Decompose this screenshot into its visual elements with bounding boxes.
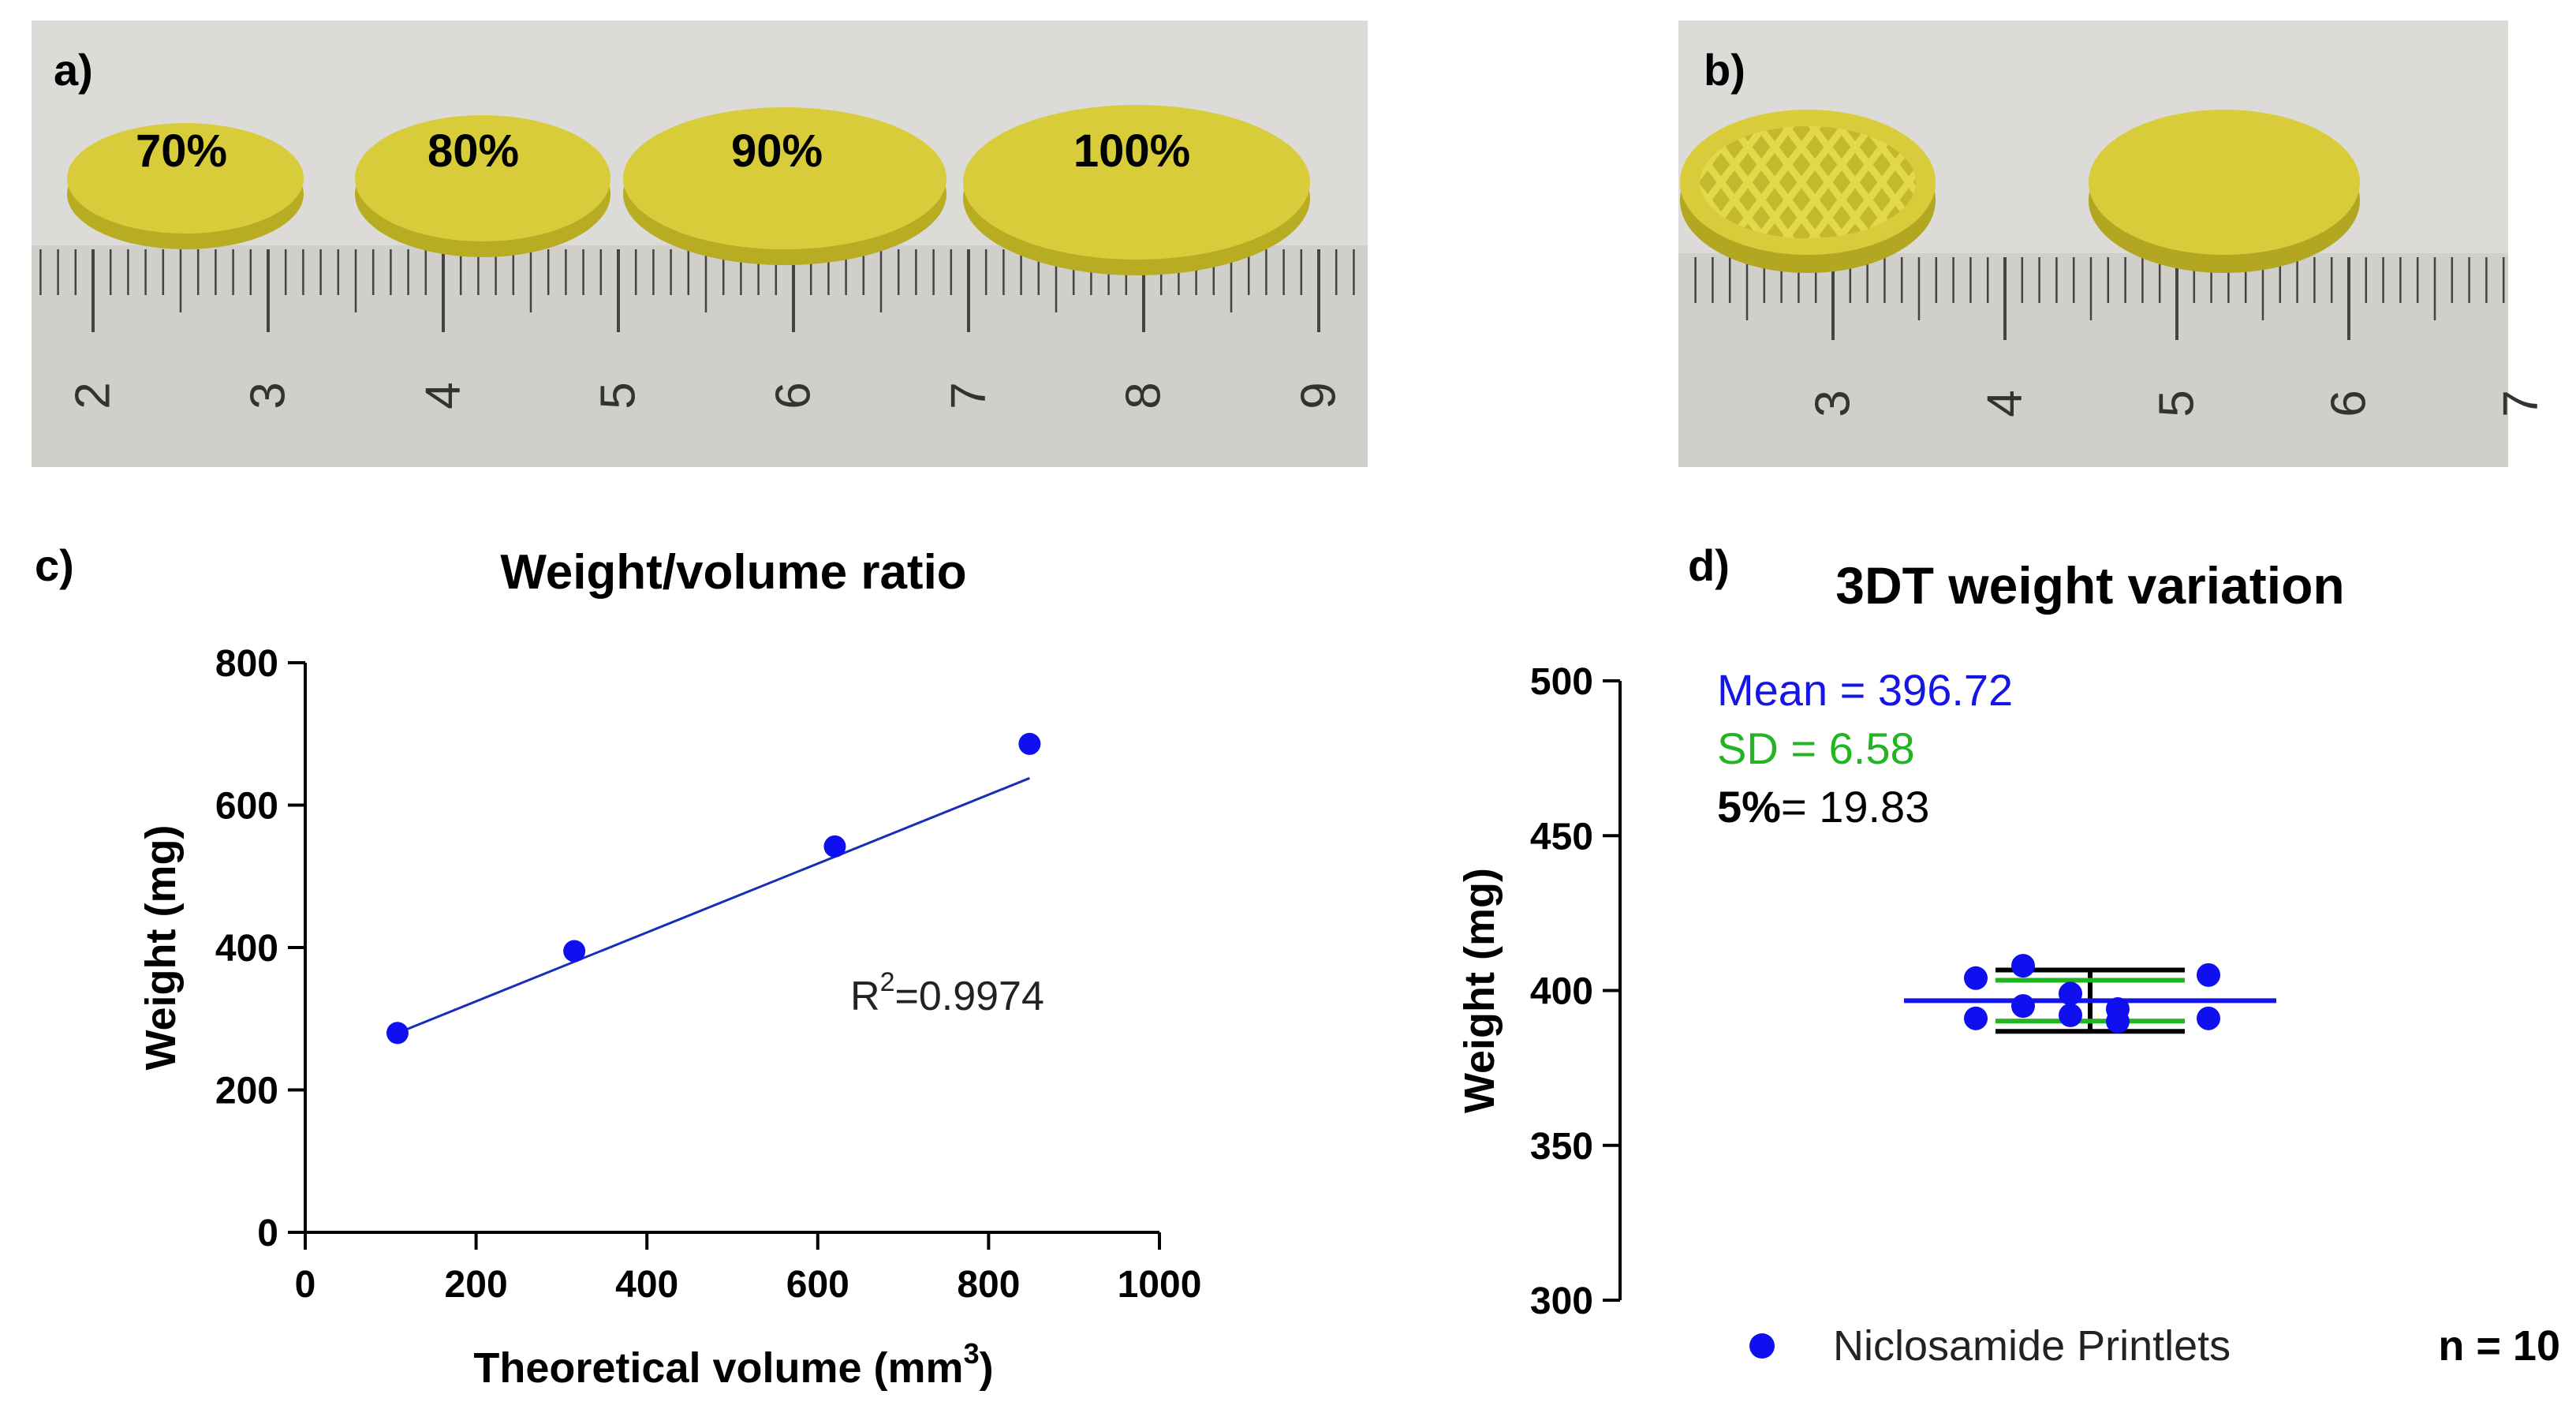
legend-marker [1749, 1333, 1775, 1359]
x-tick-label: 200 [445, 1264, 508, 1306]
ruler-number: 3 [241, 382, 296, 409]
x-axis-label: Theoretical volume (mm3) [473, 1337, 993, 1392]
tablet-percent-label: 80% [427, 125, 520, 177]
five-percent-label: 5%= 19.83 [1717, 782, 1929, 832]
data-point [1964, 1006, 1988, 1030]
y-tick-label: 0 [257, 1213, 278, 1254]
legend-label: Niclosamide Printlets [1833, 1322, 2231, 1370]
data-point [2011, 994, 2035, 1019]
x-tick-label: 400 [615, 1264, 678, 1306]
panel-label-c: c) [35, 540, 74, 590]
tablet-percent-label: 70% [135, 125, 228, 177]
y-axis-label: Weight (mg) [1456, 868, 1503, 1113]
y-axis-label: Weight (mg) [137, 825, 185, 1071]
tablet-photo-b [1678, 21, 2508, 467]
chart-title: 3DT weight variation [1835, 556, 2344, 615]
y-tick-label: 500 [1530, 661, 1593, 703]
data-point [1018, 732, 1041, 755]
r-squared-annotation: R2=0.9974 [850, 967, 1044, 1019]
solid-tablet [2089, 110, 2360, 273]
panel-label-b: b) [1704, 45, 1745, 95]
x-tick-label: 0 [295, 1264, 316, 1306]
y-tick-label: 400 [215, 928, 278, 970]
data-point [2197, 963, 2220, 987]
panel-label-d: d) [1688, 540, 1730, 590]
data-point [2059, 1003, 2082, 1027]
sd-label: SD = 6.58 [1717, 723, 1915, 773]
ruler-number: 5 [591, 382, 646, 409]
lattice-tablet [1680, 110, 1936, 273]
y-tick-label: 350 [1530, 1126, 1593, 1168]
x-tick-label: 800 [957, 1264, 1020, 1306]
y-tick-label: 450 [1530, 816, 1593, 858]
data-point [2106, 1009, 2130, 1034]
y-tick-label: 800 [215, 643, 278, 685]
data-point [1964, 966, 1988, 990]
ruler-number: 9 [1291, 382, 1346, 409]
chart-title: Weight/volume ratio [500, 545, 966, 600]
data-point [563, 940, 586, 963]
data-point [2011, 954, 2035, 978]
weight-variation-chart: 3DT weight variation 300 350 400 450 500 Weigh… [1289, 489, 2576, 1413]
data-point [2197, 1006, 2220, 1030]
ruler-number: 5 [2149, 390, 2205, 417]
data-point [386, 1022, 409, 1045]
panel-b: b) 3 4 5 6 7 [1678, 21, 2548, 467]
data-point [2059, 981, 2082, 1006]
tablet-percent-label: 100% [1073, 125, 1191, 177]
ruler-number: 3 [1805, 390, 1861, 417]
ruler-number: 7 [941, 382, 996, 409]
y-tick-label: 300 [1530, 1280, 1593, 1322]
ruler-number: 4 [416, 382, 471, 409]
ruler-number: 7 [2493, 390, 2548, 417]
y-tick-label: 200 [215, 1071, 278, 1112]
ruler-number: 8 [1116, 382, 1171, 409]
y-tick-label: 400 [1530, 971, 1593, 1013]
tablet-4 [963, 105, 1310, 275]
ruler-number: 4 [1977, 390, 2033, 417]
ruler-number: 6 [766, 382, 821, 409]
tablet-3 [623, 107, 946, 265]
tablet-2 [355, 115, 610, 257]
panel-label-a: a) [54, 45, 93, 95]
x-tick-label: 600 [786, 1264, 849, 1306]
ruler-number: 6 [2321, 390, 2376, 417]
weight-volume-chart: Weight/volume ratio 0 200 400 600 800 0 200 400 6… [0, 489, 1289, 1413]
tablet-percent-label: 90% [730, 125, 823, 177]
x-tick-label: 1000 [1118, 1264, 1202, 1306]
tablet-photo-a [32, 21, 1368, 467]
y-tick-label: 600 [215, 786, 278, 828]
regression-line [397, 776, 1030, 1034]
sample-size-label: n = 10 [2438, 1322, 2560, 1370]
mean-label: Mean = 396.72 [1717, 665, 2013, 715]
data-point [823, 835, 846, 858]
panel-a: a) 70% 80% 90% 100% 2 3 4 5 6 7 8 9 [32, 21, 1368, 467]
ruler-number: 2 [65, 382, 121, 409]
tablet-1 [67, 123, 304, 249]
